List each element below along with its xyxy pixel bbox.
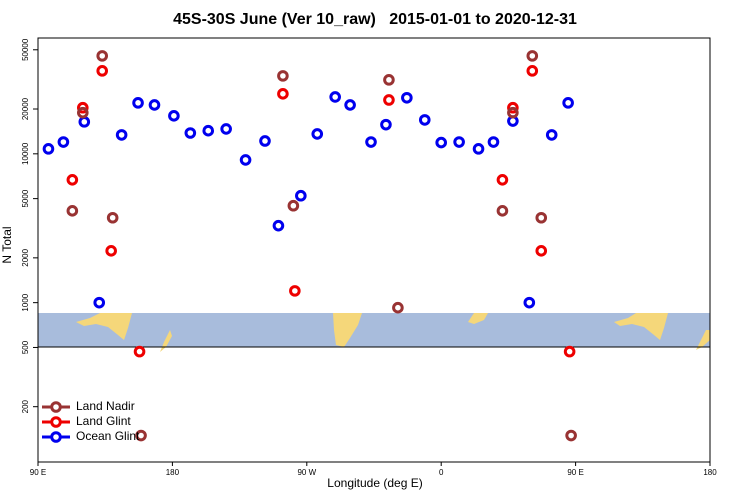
point [329,91,341,103]
point [168,110,180,122]
point [148,99,161,111]
point [220,123,232,135]
point [545,129,558,141]
point [365,136,377,148]
legend-label: Land Glint [76,414,131,428]
point [115,129,128,141]
point [311,128,324,140]
y-axis-label: N Total [0,226,14,263]
point [96,65,109,77]
point [562,97,574,109]
plot-frame [37,37,711,463]
point [93,296,106,309]
point [78,116,91,128]
point [66,174,79,186]
point [272,219,285,232]
legend-label: Land Nadir [76,399,135,413]
point [77,101,89,114]
x-tick-label: 180 [703,468,717,477]
point [259,135,271,147]
y-tick-label: 10000 [21,142,30,165]
x-axis-label: Longitude (deg E) [327,476,422,490]
y-tick-label: 20000 [21,97,30,120]
point [535,211,548,224]
point [66,205,79,217]
y-tick-label: 1000 [21,293,30,311]
point [277,70,289,82]
point [453,136,465,148]
y-tick-label: 5000 [21,189,30,207]
legend-marker [50,401,62,413]
chart-title: 45S-30S June (Ver 10_raw) 2015-01-01 to … [173,11,577,28]
x-tick-label: 0 [439,468,444,477]
point [496,205,509,217]
legend-marker [50,416,62,428]
point [526,65,539,77]
y-tick-label: 500 [21,340,30,354]
point [383,94,395,106]
point [184,127,197,139]
x-tick-label: 90 E [30,468,46,477]
point [277,88,289,100]
point [295,189,307,202]
point [106,211,119,224]
x-tick-label: 90 W [297,468,316,477]
point [565,429,577,442]
point [96,50,109,62]
point [57,136,70,148]
point [77,106,89,119]
y-tick-label: 2000 [21,248,30,266]
point [507,101,519,114]
point [487,136,500,148]
point [383,74,395,86]
point [135,429,147,442]
point [105,245,117,257]
point [287,199,300,212]
point [496,174,509,186]
point [289,285,301,297]
y-tick-label: 50000 [21,38,30,61]
point [563,345,576,358]
x-tick-label: 180 [166,468,180,477]
point [42,143,55,155]
point [344,99,356,111]
legend-marker [50,431,62,443]
map-strip [38,313,710,352]
point [523,296,536,309]
point [380,118,392,131]
point [526,50,539,62]
point [418,114,431,126]
point [535,245,548,257]
point [392,301,404,314]
point [435,136,448,149]
point [472,143,485,155]
point [132,97,144,109]
point [239,154,252,166]
point [401,91,413,104]
x-tick-label: 90 E [567,468,583,477]
point [133,345,146,358]
point [202,124,215,137]
y-tick-label: 200 [21,399,30,413]
legend-label: Ocean Glint [76,429,140,443]
point [507,106,519,119]
